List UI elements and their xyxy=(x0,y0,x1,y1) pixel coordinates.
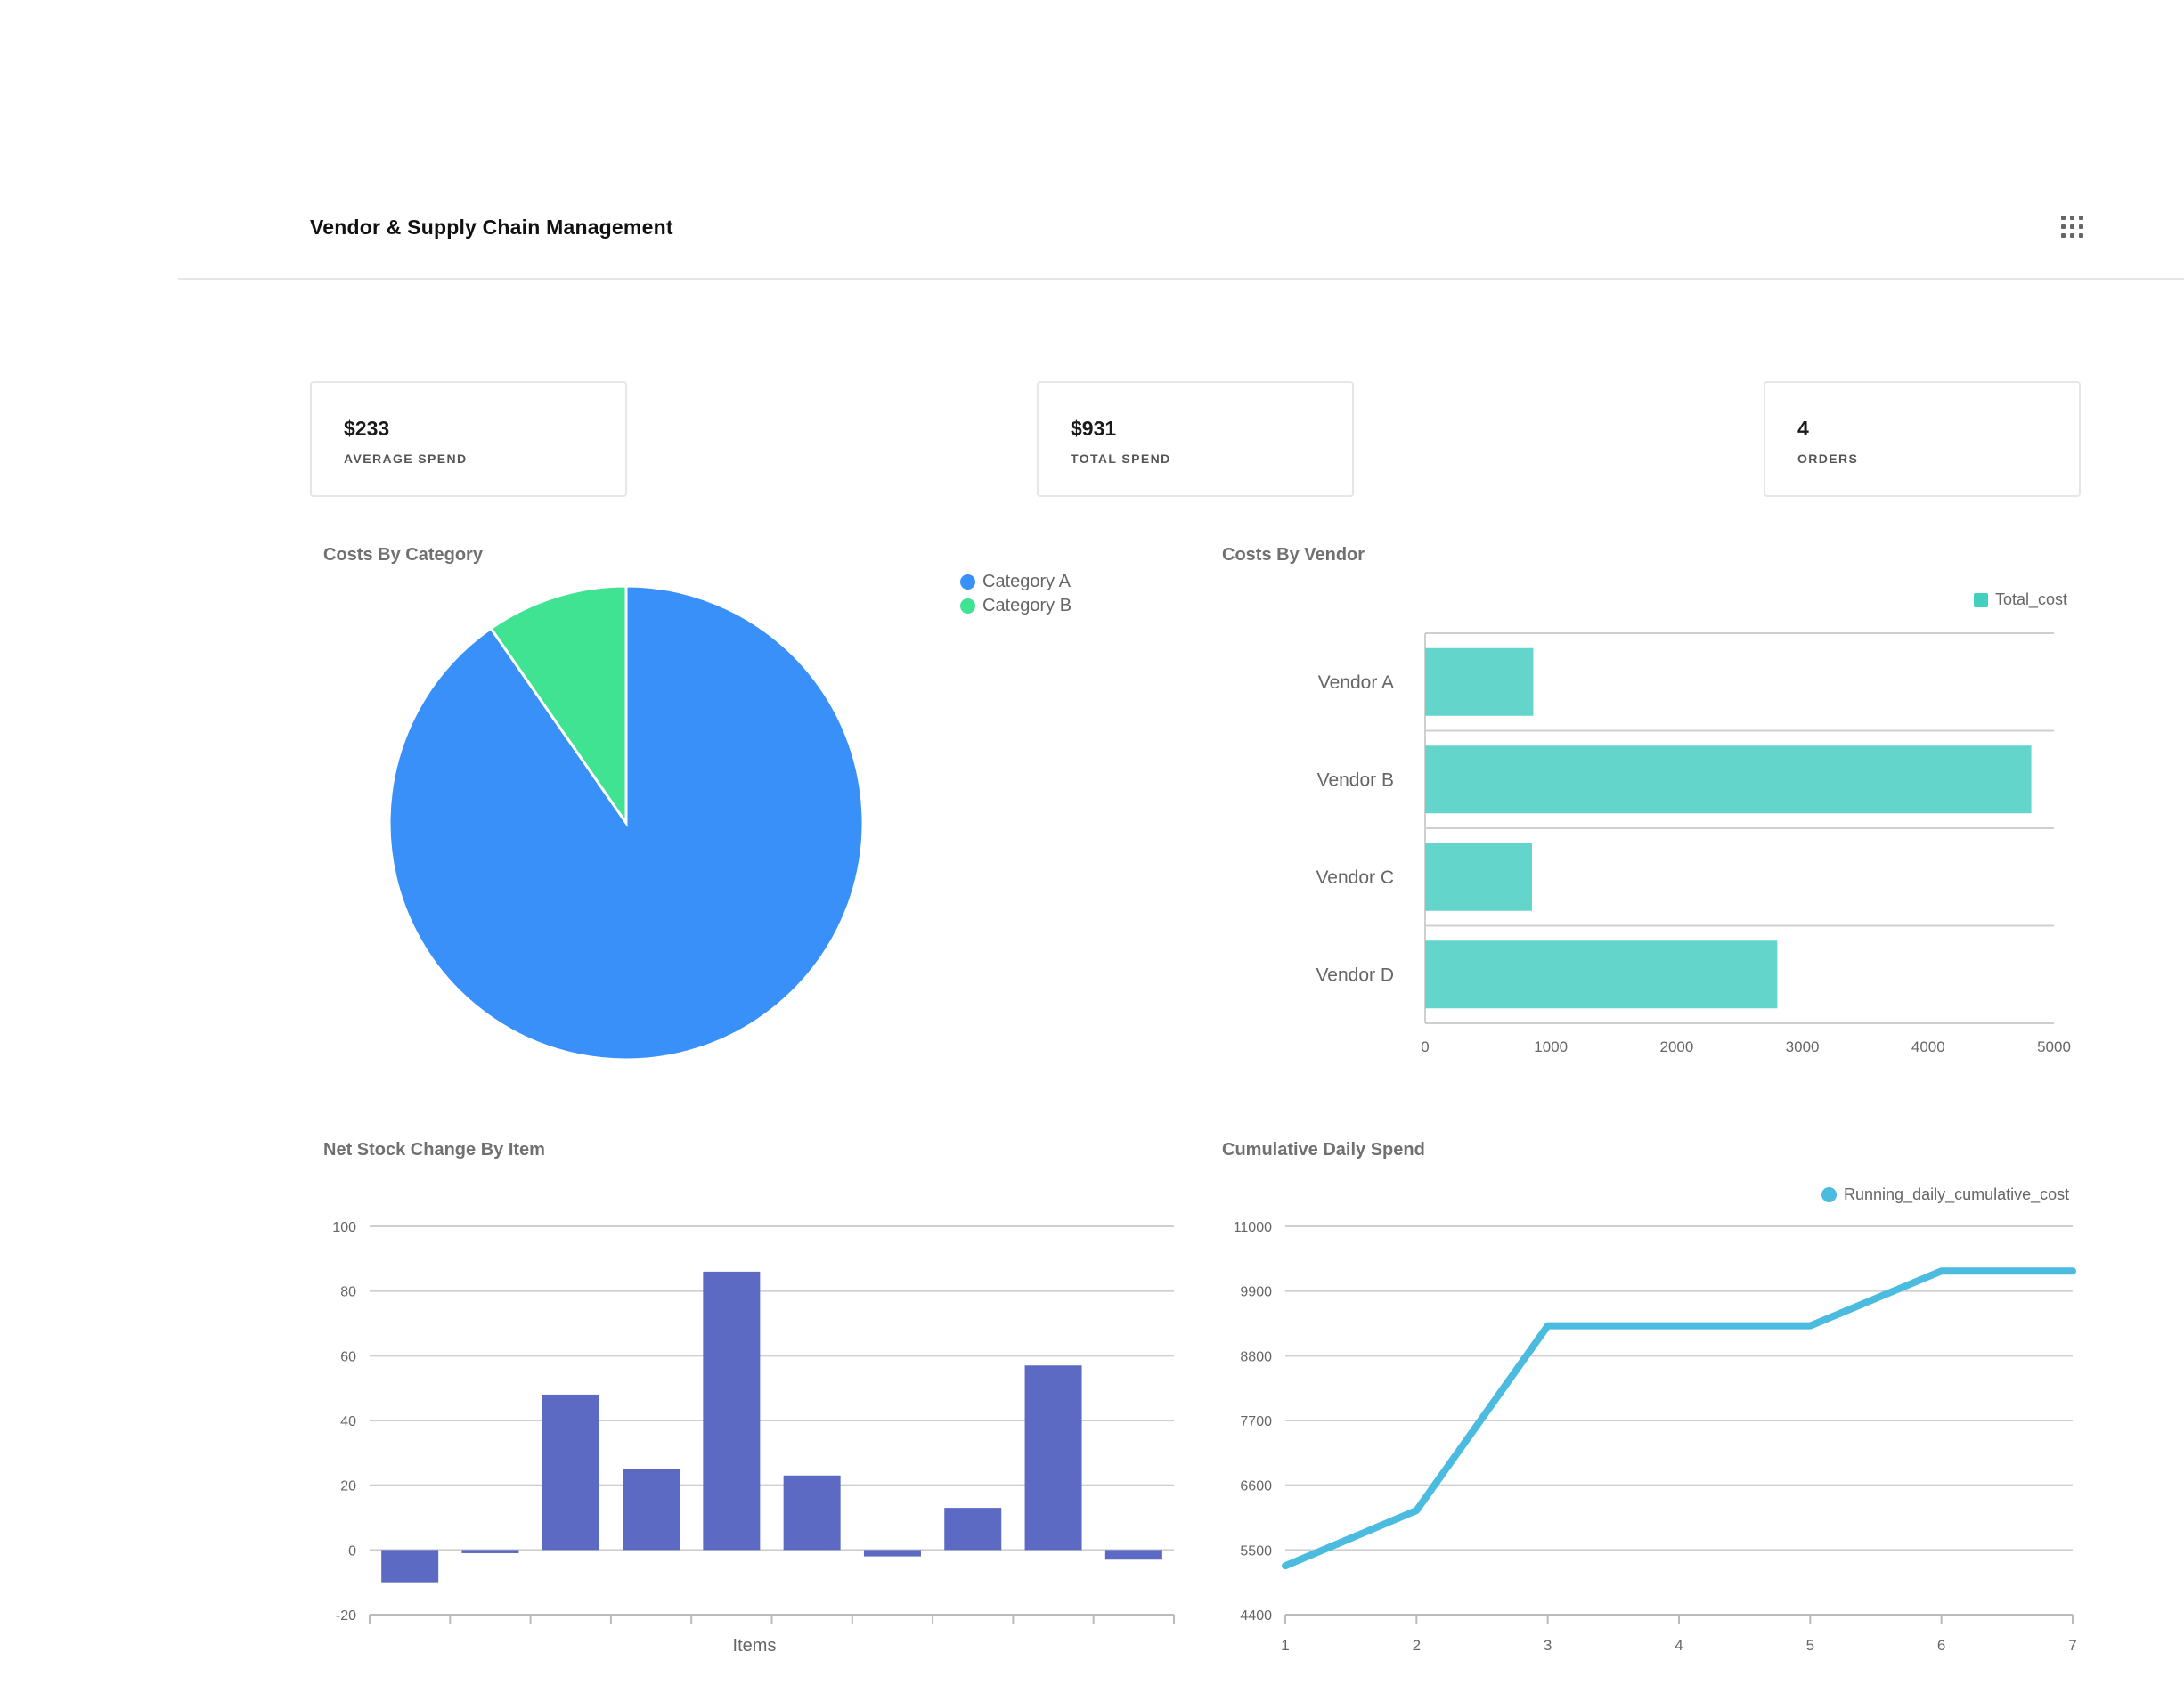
legend-marker xyxy=(960,598,975,614)
kpi-card-orders: 4 ORDERS xyxy=(1764,381,2081,497)
kpi-label: TOTAL SPEND xyxy=(1071,452,1171,466)
legend-item-category-a[interactable]: Category A xyxy=(960,572,1071,592)
legend-item-total-cost[interactable]: Total_cost xyxy=(1974,590,2067,609)
kpi-card-average-spend: $233 AVERAGE SPEND xyxy=(310,381,627,497)
chart-title-net-stock-change: Net Stock Change By Item xyxy=(323,1140,545,1160)
kpi-card-total-spend: $931 TOTAL SPEND xyxy=(1037,381,1354,497)
chart-title-costs-by-vendor: Costs By Vendor xyxy=(1222,545,1365,565)
legend-marker xyxy=(1974,592,1988,607)
kpi-value: $233 xyxy=(344,417,390,440)
legend-label: Total_cost xyxy=(1995,590,2068,608)
page-title: Vendor & Supply Chain Management xyxy=(310,216,673,239)
header-divider xyxy=(178,278,2184,280)
legend-item-category-b[interactable]: Category B xyxy=(960,596,1072,616)
legend-marker xyxy=(960,574,975,590)
legend-label: Category A xyxy=(982,572,1071,591)
chart-title-cumulative-daily-spend: Cumulative Daily Spend xyxy=(1222,1140,1425,1160)
pie-slice-category-b xyxy=(489,584,628,827)
kpi-value: $931 xyxy=(1071,417,1117,440)
legend-item-running-cumulative-cost[interactable]: Running_daily_cumulative_cost xyxy=(1821,1185,2069,1204)
chart-title-costs-by-category: Costs By Category xyxy=(323,545,483,565)
legend-marker xyxy=(1821,1187,1837,1202)
grid-menu-icon[interactable] xyxy=(2061,216,2084,239)
legend-label: Running_daily_cumulative_cost xyxy=(1844,1185,2070,1203)
legend-label: Category B xyxy=(982,596,1072,615)
kpi-value: 4 xyxy=(1797,417,1809,440)
kpi-label: AVERAGE SPEND xyxy=(344,452,468,466)
kpi-label: ORDERS xyxy=(1797,452,1859,466)
